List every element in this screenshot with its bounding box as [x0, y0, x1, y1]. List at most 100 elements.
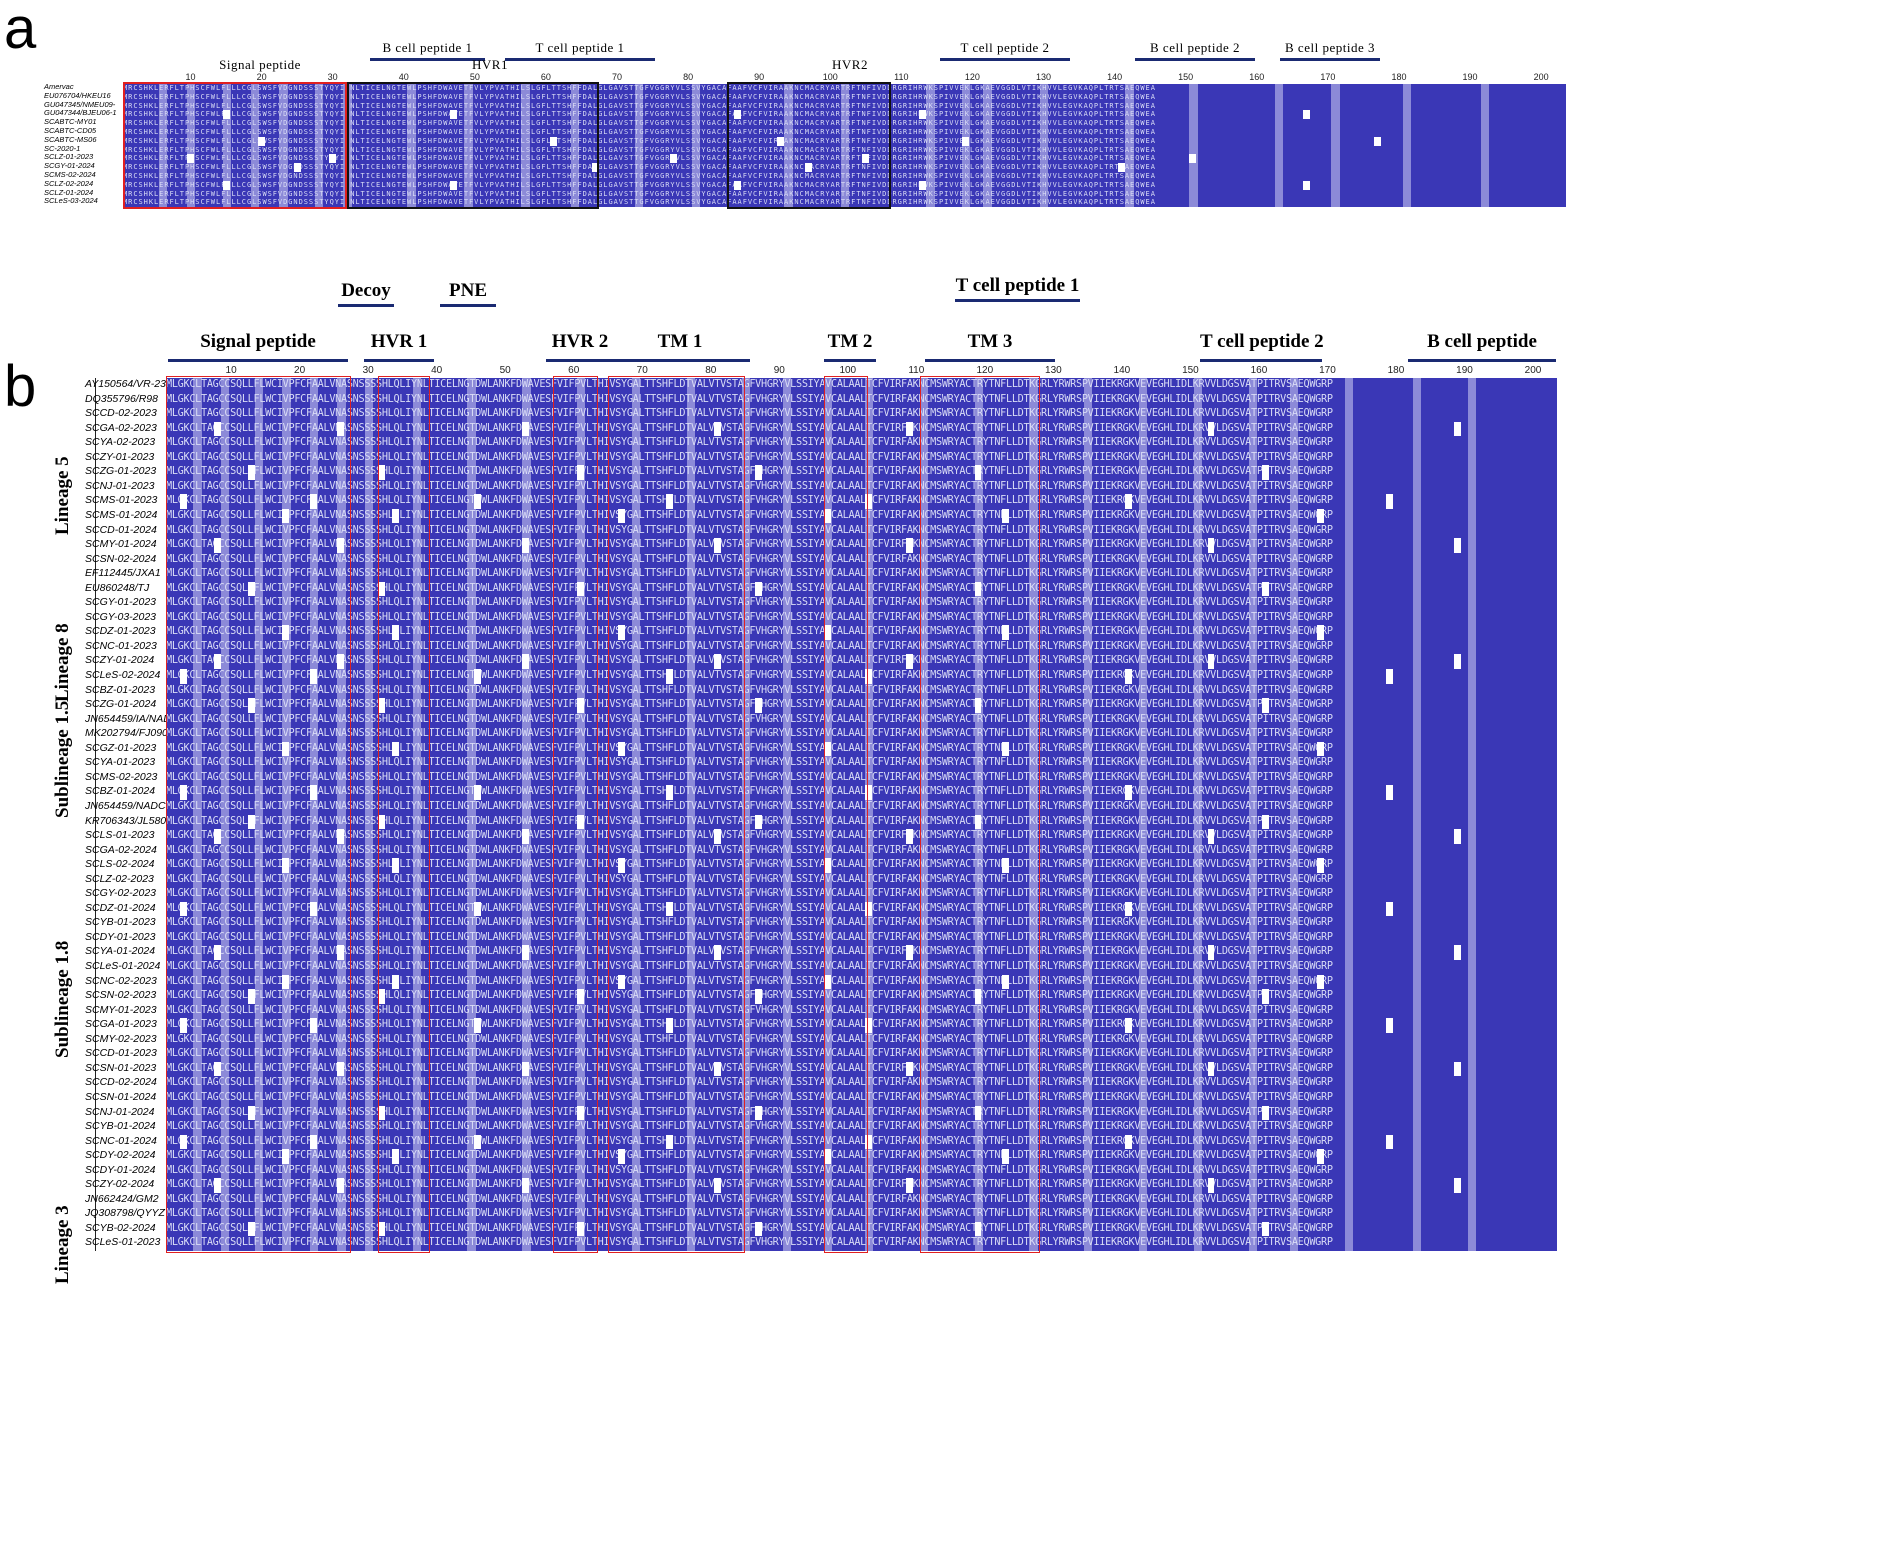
sequence-row: MLGKCLTAGCCSQLLFLWCIVPFCFAALVNASNSSSSHLQ… [166, 437, 1333, 449]
sequence-row: MLGKCLTAGCCSQLLFLWCIVPFCFAALVNASNSSSSHLQ… [166, 1105, 1557, 1121]
sequence-row: MLGKCLTAGCCSQLLFLWCIVPFCFAALVNASNSSSSHLQ… [166, 625, 1557, 640]
variant-residue [522, 538, 530, 553]
variant-residue [1385, 901, 1393, 917]
sequence-row: MLGKCLTAGCCSQLLFLWCIVPFCFAALVNASNSSSSHLQ… [166, 1018, 1557, 1033]
ruler-tick-label: 110 [894, 72, 909, 82]
variant-residue [378, 698, 386, 713]
variant-residue [474, 494, 482, 509]
variant-residue [1207, 1178, 1215, 1193]
variant-residue [213, 654, 221, 669]
feature-label: PNE [449, 280, 487, 301]
sequence-row: MLGKCLTAGCCSQLLFLWCIVPFCFAALVNASNSSSSHLQ… [166, 829, 1557, 844]
conservation-column [309, 378, 319, 1251]
variant-residue [337, 829, 345, 844]
variant-residue [179, 785, 187, 800]
feature-pne: PNE [440, 280, 496, 307]
sequence-name: SCZY-01-2023 [85, 450, 155, 463]
variant-residue [577, 465, 584, 480]
conservation-column [1344, 378, 1353, 1251]
hvr1-box [346, 82, 600, 210]
variant-residue [522, 1061, 530, 1077]
feature-label: HVR 2 [551, 331, 609, 352]
variant-residue [1385, 494, 1393, 509]
sequence-row: MLGKCLTAGCCSQLLFLWCIVPFCFAALVNASNSSSSHLQ… [166, 1149, 1557, 1164]
variant-residue [755, 1105, 763, 1121]
variant-residue [309, 1134, 317, 1150]
variant-residue [805, 163, 813, 172]
feature-label: T cell peptide 1 [955, 275, 1080, 296]
sequence-name: SCLeS-01-2024 [85, 960, 161, 972]
sequence-name: SCNC-01-2024 [85, 1134, 157, 1147]
sequence-name: SCYA-01-2024 [85, 945, 156, 958]
ruler-tick-label: 150 [1182, 365, 1199, 376]
sequence-name: AY150564/VR-2332 [85, 378, 178, 390]
sequence-row: MLGKCLTAGCCSQLLFLWCIVPFCFAALVNASNSSSSHLQ… [166, 1134, 1557, 1150]
sequence-name: SCDY-02-2024 [85, 1149, 156, 1162]
sequence-row: MLGKCLTAGCCSQLLFLWCIVPFCFAALVNASNSSSSHLQ… [166, 771, 1333, 783]
sequence-row: MRCSHKLERFLTPHSCFWLFLLLCGLSWSFVDGNDSSSTY… [123, 198, 1156, 207]
sequence-row: MLGKCLTAGCCSQLLFLWCIVPFCFAALVNASNSSSSHLQ… [166, 480, 1333, 492]
variant-residue [577, 814, 584, 830]
ruler-tick-label: 190 [1462, 72, 1478, 82]
variant-residue [666, 785, 674, 800]
conservation-column [741, 378, 750, 1251]
variant-residue [329, 154, 337, 164]
variant-residue [1262, 1221, 1270, 1237]
variant-residue [734, 110, 742, 120]
conservation-column [1402, 84, 1412, 208]
variant-residue [1317, 1149, 1325, 1164]
variant-residue [248, 814, 256, 830]
ruler-tick-label: 80 [705, 365, 717, 376]
variant-residue [1125, 1018, 1133, 1033]
sequence-row: MLGKCLTAGCCSQLLFLWCIVPFCFAALVNASNSSSSHLQ… [166, 858, 1557, 873]
variant-residue [337, 1061, 345, 1077]
signal-peptide-box [166, 376, 351, 1253]
variant-residue [974, 1105, 982, 1121]
ruler-tick-label: 130 [1036, 72, 1052, 82]
sequence-name: JN662424/GM2 [85, 1192, 159, 1205]
conservation-column [961, 84, 971, 208]
variant-residue [309, 785, 317, 800]
sequence-name: SCBZ-01-2024 [85, 785, 156, 798]
variant-residue [1125, 901, 1133, 917]
variant-residue [823, 508, 831, 524]
variant-residue [755, 465, 763, 480]
sequence-row: MRCSHKLERFLTPHSCFWLFLLLCGLSWSFVDGNDSSSTY… [123, 154, 1566, 164]
variant-residue [974, 581, 982, 597]
conservation-column [521, 84, 530, 208]
feature-hvr2: HVR 2 [546, 331, 614, 362]
sequence-name: SCZY-01-2024 [85, 654, 155, 667]
variant-residue [179, 901, 187, 917]
variant-residue [522, 654, 530, 669]
variant-residue [474, 901, 482, 917]
variant-residue [1317, 974, 1325, 990]
ruler-tick-label: 30 [362, 365, 374, 376]
variant-residue [864, 901, 872, 917]
variant-residue [1317, 508, 1325, 524]
sequence-row: MLGKCLTAGCCSQLLFLWCIVPFCFAALVNASNSSSSHLQ… [166, 465, 1557, 480]
sequence-name: JN654459/IA/NADC34 [85, 712, 191, 725]
variant-residue [282, 1149, 290, 1164]
variant-residue [474, 785, 482, 800]
panel-a-label: a [4, 0, 37, 61]
sequence-name: Amervac [44, 82, 74, 91]
sequence-name: SCMS-02-2024 [44, 170, 96, 179]
sequence-name: SCLeS-03-2024 [44, 196, 98, 206]
ruler-tick-label: 180 [1387, 365, 1405, 376]
conservation-column [1331, 84, 1340, 208]
feature-label: HVR 1 [370, 331, 428, 352]
variant-residue [1454, 829, 1462, 844]
variant-residue [906, 654, 913, 669]
conservation-column [784, 84, 793, 208]
lineage-label: Sublineage 1.8 [52, 941, 73, 1059]
variant-residue [1001, 741, 1009, 757]
variant-residue [309, 901, 317, 917]
feature-label: HVR1 [472, 57, 508, 72]
conservation-column [1139, 378, 1148, 1251]
sequence-name: SCDZ-01-2023 [85, 625, 156, 638]
variant-residue [864, 785, 872, 800]
feature-signal: Signal peptide [168, 331, 348, 362]
variant-residue [337, 538, 345, 553]
variant-residue [714, 538, 722, 553]
sequence-row: MLGKCLTAGCCSQLLFLWCIVPFCFAALVNASNSSSSHLQ… [166, 1193, 1333, 1205]
